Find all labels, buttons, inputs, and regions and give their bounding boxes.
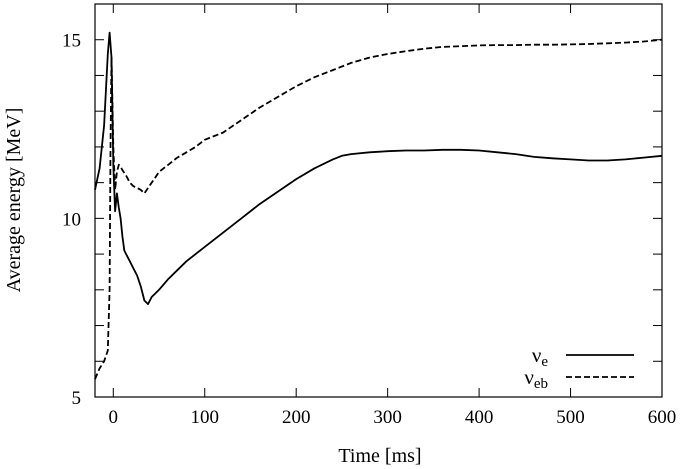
svg-text:νeb: νeb xyxy=(524,365,548,392)
series-lines xyxy=(94,31,663,380)
legend-label-veb-main: ν xyxy=(524,365,534,389)
x-tick-label: 600 xyxy=(648,407,677,428)
legend-label-ve-sub: e xyxy=(541,354,548,370)
x-tick-label: 300 xyxy=(373,407,402,428)
x-tick-label: 200 xyxy=(282,407,311,428)
svg-text:νe: νe xyxy=(532,343,549,370)
x-tick-label: 0 xyxy=(109,407,119,428)
series-line-veb xyxy=(94,38,663,380)
series-line-ve xyxy=(94,31,663,305)
x-tick-label: 100 xyxy=(190,407,219,428)
legend-label-ve-main: ν xyxy=(532,343,542,367)
legend-label-veb-sub: eb xyxy=(534,376,548,392)
legend-entry-veb: νeb xyxy=(524,365,634,392)
y-tick-label: 15 xyxy=(62,31,81,52)
axis-ticks xyxy=(95,3,663,398)
x-tick-label: 400 xyxy=(465,407,494,428)
x-axis-title: Time [ms] xyxy=(338,445,421,467)
tick-labels: 0 100 200 300 400 500 600 5 10 15 xyxy=(62,31,676,428)
y-tick-label: 5 xyxy=(72,388,82,409)
legend: νe νeb xyxy=(524,343,634,392)
x-tick-label: 500 xyxy=(556,407,585,428)
y-tick-label: 10 xyxy=(62,209,81,230)
legend-entry-ve: νe xyxy=(532,343,634,370)
y-axis-title: Average energy [MeV] xyxy=(3,108,25,293)
plot-frame xyxy=(94,3,663,398)
